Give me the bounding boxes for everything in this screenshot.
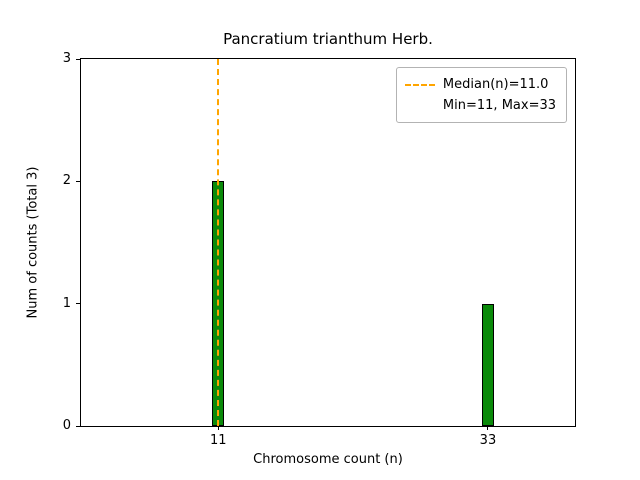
- chart-title: Pancratium trianthum Herb.: [223, 30, 433, 48]
- y-tick-label: 0: [62, 418, 71, 433]
- y-tick-label: 3: [62, 51, 71, 66]
- y-tick-mark: [76, 180, 80, 182]
- legend-row-minmax: Min=11, Max=33: [405, 95, 556, 116]
- median-line: [217, 59, 220, 426]
- y-tick-mark: [76, 303, 80, 305]
- x-tick-mark: [217, 426, 219, 430]
- x-axis-label: Chromosome count (n): [253, 452, 403, 467]
- median-line-swatch-icon: [404, 83, 435, 86]
- legend-row-median: Median(n)=11.0: [404, 74, 556, 95]
- y-tick-label: 2: [62, 173, 71, 189]
- legend: Median(n)=11.0 Min=11, Max=33: [395, 67, 567, 123]
- x-tick-label: 11: [210, 433, 227, 448]
- y-tick-label: 1: [62, 295, 71, 311]
- x-tick-label: 33: [479, 433, 497, 448]
- y-tick-mark: [76, 58, 80, 60]
- x-tick-mark: [487, 426, 489, 430]
- plot-area: Median(n)=11.0 Min=11, Max=33 11 33 0 1 2 3: [63, 51, 576, 448]
- legend-label-median: Median(n)=11.0: [442, 77, 549, 92]
- y-tick-mark: [76, 425, 80, 427]
- legend-label-minmax: Min=11, Max=33: [442, 98, 556, 113]
- y-axis-label: Num of counts (Total 3): [25, 166, 41, 319]
- bar-x33: [481, 303, 495, 426]
